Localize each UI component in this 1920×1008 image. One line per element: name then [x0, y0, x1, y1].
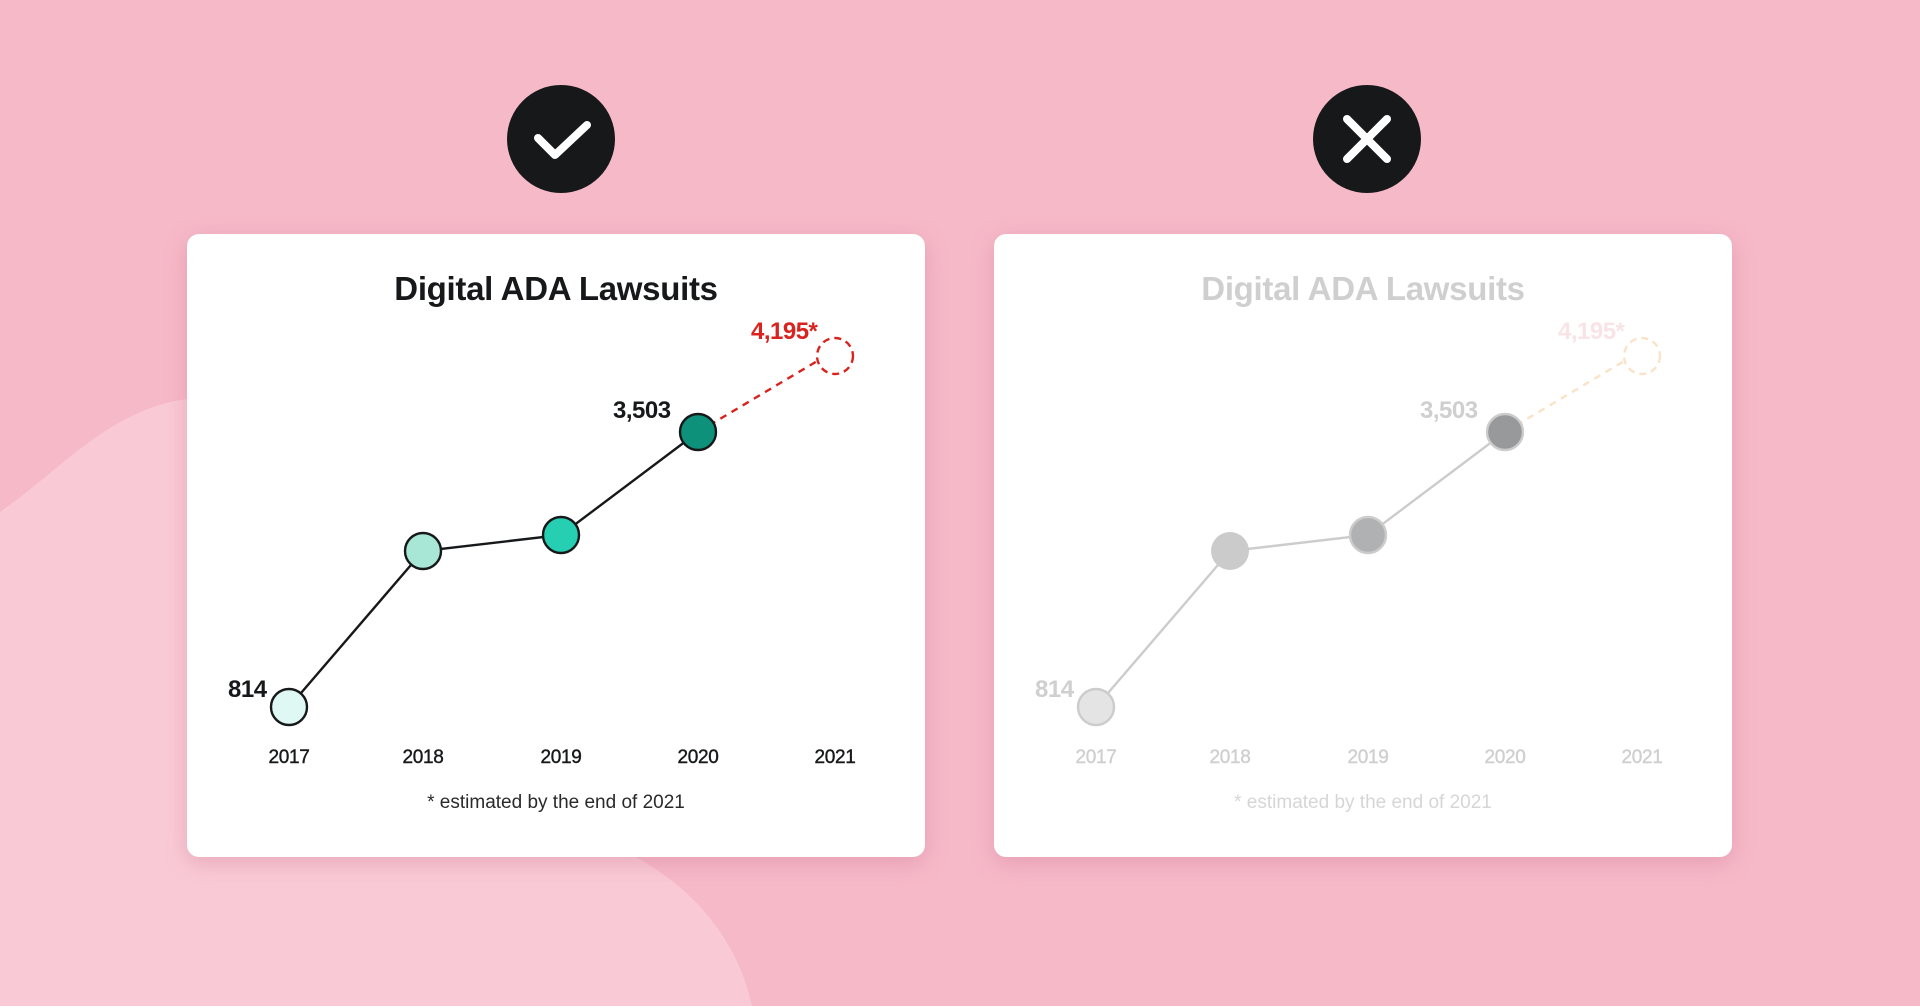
data-point-2019 — [1348, 515, 1388, 555]
line-chart-good — [269, 336, 855, 727]
chart-footnote: * estimated by the end of 2021 — [427, 792, 685, 813]
data-point-2021-estimate — [1622, 336, 1662, 376]
chart-card-bad: Digital ADA Lawsuits 814 3,503 4,195* 20… — [994, 234, 1732, 857]
x-tick-2017: 2017 — [1075, 747, 1117, 768]
data-point-2019 — [541, 515, 581, 555]
data-point-2020 — [1485, 412, 1525, 452]
line-chart-bad — [1076, 336, 1662, 727]
value-label-2021-estimate: 4,195* — [1558, 318, 1625, 345]
data-point-2021-estimate — [815, 336, 855, 376]
estimate-line — [697, 358, 820, 434]
x-tick-2021: 2021 — [1621, 747, 1663, 768]
value-label-2020: 3,503 — [613, 397, 671, 424]
chart-title: Digital ADA Lawsuits — [1201, 270, 1525, 307]
x-tick-2021: 2021 — [814, 747, 856, 768]
data-point-2018 — [1211, 532, 1249, 570]
value-label-2017: 814 — [1035, 676, 1074, 703]
x-mark-badge — [1313, 85, 1421, 193]
x-tick-2018: 2018 — [402, 747, 444, 768]
chart-card-good: Digital ADA Lawsuits 814 3,503 4,195* 20… — [187, 234, 925, 857]
trend-line — [288, 431, 699, 708]
data-point-2017 — [1076, 687, 1116, 727]
x-tick-2020: 2020 — [677, 747, 719, 768]
chart-footnote: * estimated by the end of 2021 — [1234, 792, 1492, 813]
value-label-2021-estimate: 4,195* — [751, 318, 818, 345]
data-point-2020 — [678, 412, 718, 452]
data-point-2017 — [269, 687, 309, 727]
value-label-2017: 814 — [228, 676, 267, 703]
x-tick-2017: 2017 — [268, 747, 310, 768]
checkmark-badge — [507, 85, 615, 193]
checkmark-icon — [534, 121, 591, 159]
x-tick-2020: 2020 — [1484, 747, 1526, 768]
x-tick-2019: 2019 — [1347, 747, 1389, 768]
chart-title: Digital ADA Lawsuits — [394, 270, 718, 307]
x-tick-2019: 2019 — [540, 747, 582, 768]
value-label-2020: 3,503 — [1420, 397, 1478, 424]
data-point-2018 — [403, 531, 443, 571]
trend-line — [1095, 431, 1506, 708]
x-tick-2018: 2018 — [1209, 747, 1251, 768]
x-mark-icon — [1343, 115, 1391, 163]
estimate-line — [1504, 358, 1627, 434]
